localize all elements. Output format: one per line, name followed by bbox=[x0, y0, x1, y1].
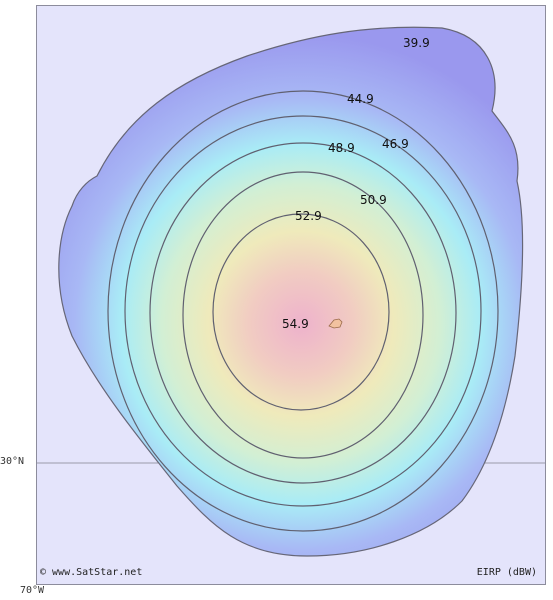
contour-52-9 bbox=[212, 213, 390, 411]
contour-44-9 bbox=[107, 90, 499, 532]
contour-label-52-9: 52.9 bbox=[295, 209, 322, 223]
contour-label-46-9: 46.9 bbox=[382, 137, 409, 151]
contour-48-9 bbox=[149, 142, 457, 484]
island-shape bbox=[328, 318, 343, 329]
unit-label: EIRP (dBW) bbox=[476, 567, 537, 578]
contour-label-54-9: 54.9 bbox=[282, 317, 309, 331]
contour-label-50-9: 50.9 bbox=[360, 193, 387, 207]
contour-46-9 bbox=[124, 115, 482, 507]
contour-39-9 bbox=[58, 26, 524, 557]
copyright-text: © www.SatStar.net bbox=[40, 567, 143, 578]
longitude-label: 70°W bbox=[20, 585, 45, 596]
contour-label-39-9: 39.9 bbox=[403, 36, 430, 50]
eirp-contour-map: 39.9 44.9 46.9 48.9 50.9 52.9 54.9 bbox=[37, 26, 545, 557]
contour-label-48-9: 48.9 bbox=[328, 141, 355, 155]
latitude-label: 30°N bbox=[0, 456, 25, 467]
coverage-map: 39.9 44.9 46.9 48.9 50.9 52.9 54.9 © www… bbox=[36, 5, 546, 585]
contour-label-44-9: 44.9 bbox=[347, 92, 374, 106]
contour-50-9 bbox=[182, 171, 424, 459]
